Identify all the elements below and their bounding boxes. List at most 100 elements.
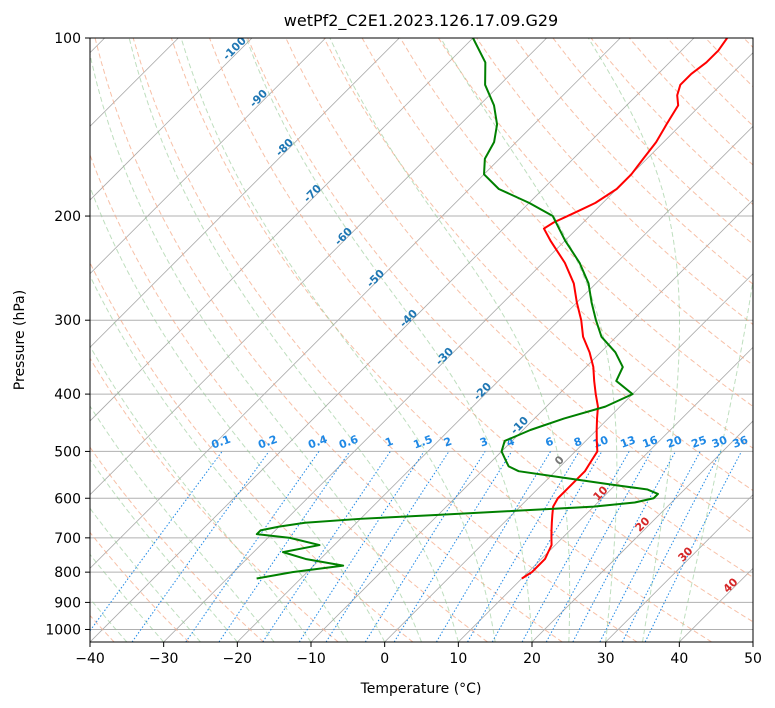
moist-adiabat-line [90,507,201,642]
moist-adiabat-line [245,38,533,642]
mixing-ratio-line [621,451,722,642]
mixing-ratio-line [218,451,351,642]
isotherm-line [679,567,753,642]
dry-adiabat-line [476,38,753,326]
mixing-ratio-label: 10 [591,433,610,451]
dry-adiabat-line [247,38,753,578]
mixing-ratio-label: 20 [665,433,684,451]
mixing-ratio-label: 1.5 [412,433,435,452]
isotherm-line [310,199,753,642]
mixing-ratio-line [545,451,652,642]
x-axis-label: Temperature (°C) [360,681,482,697]
dry-adiabat-line [94,38,563,642]
mixing-ratio-label: 0.6 [337,433,360,452]
isotherm-line [90,38,547,496]
mixing-ratio-label: 36 [731,433,750,451]
dry-adiabat-line [438,38,753,366]
mixing-ratio-label: 4 [505,435,517,450]
mixing-ratio-label: 0.4 [306,433,329,452]
dry-adiabat-line [209,38,753,623]
y-tick-label: 300 [54,313,81,329]
x-tick-label: −20 [223,651,253,667]
x-tick-label: −40 [75,651,105,667]
x-tick-label: −30 [149,651,179,667]
isotherm-label: -90 [247,87,270,110]
x-tick-label: −10 [296,651,326,667]
moist-adiabat-line [678,38,753,642]
mixing-ratio-line [364,451,486,642]
dry-adiabat-line [705,38,753,88]
isotherm-line [90,38,621,569]
dry-adiabat-line [90,357,339,642]
moist-adiabat-line [90,458,238,642]
moist-adiabat-line [90,185,386,642]
isotherm-line [752,641,753,642]
y-tick-label: 1000 [45,622,81,638]
chart-title: wetPf2_C2E1.2023.126.17.09.G29 [284,11,558,31]
x-tick-label: 30 [597,651,615,667]
dry-adiabat-line [743,38,753,49]
isotherm-line [90,38,400,348]
moist-adiabat-line [440,38,618,642]
mixing-ratio-line [298,451,425,642]
y-tick-label: 900 [54,595,81,611]
dry-adiabat-line [90,531,190,642]
moist-adiabat-line [90,51,422,642]
isotherm-label: -60 [332,225,355,248]
isotherm-label: -30 [433,345,456,368]
isotherm-line [90,38,253,201]
mixing-ratio-line [325,451,450,642]
y-tick-label: 400 [54,387,81,403]
isotherm-label: 40 [721,575,741,595]
x-tick-label: 10 [449,651,467,667]
dry-adiabat-line [323,38,753,492]
moist-adiabat-line [180,38,496,642]
isotherm-line [605,494,753,642]
isotherm-line [237,125,753,642]
x-tick-label: 40 [670,651,688,667]
isotherm-label: 20 [633,514,653,534]
dry-adiabat-line [132,38,638,642]
dry-adiabat-line [90,261,414,642]
mixing-ratio-label: 2 [442,435,454,450]
mixing-ratio-label: 3 [478,435,490,450]
isotherm-label: -50 [364,267,387,290]
moist-adiabat-line [90,274,349,642]
mixing-ratio-label: 0.2 [256,433,279,452]
isotherm-label: -20 [471,380,494,403]
y-tick-label: 700 [54,531,81,547]
dewpoint-line [255,38,659,580]
dry-adiabat-line [285,38,753,535]
mixing-ratio-label: 6 [544,435,556,450]
isotherm-label: 0 [552,453,567,468]
moist-adiabat-line [587,38,680,642]
mixing-ratio-label: 0.1 [210,433,233,452]
mixing-ratio-label: 8 [572,435,584,450]
y-tick-label: 100 [54,31,81,47]
y-tick-label: 800 [54,565,81,581]
mixing-ratio-line [572,451,676,642]
moist-adiabat-line [329,38,571,642]
mixing-ratio-line [90,451,223,632]
moist-adiabat-line [128,38,459,642]
isotherm-label: -40 [397,307,420,330]
dry-adiabat-line [399,38,753,408]
mixing-ratio-label: 16 [641,433,660,451]
isotherm-label: 10 [591,483,611,503]
y-tick-label: 200 [54,209,81,225]
mixing-ratio-label: 30 [710,433,729,451]
y-axis-label: Pressure (hPa) [12,290,28,390]
moist-adiabat-line [90,345,312,642]
dry-adiabat-line [90,153,488,642]
y-tick-label: 500 [54,444,81,460]
dry-adiabat-line [90,446,264,642]
mixing-ratio-line [262,451,391,642]
temperature-line [521,38,728,580]
isotherm-line [384,273,753,642]
moist-adiabat-line [90,405,275,642]
isotherm-label: -70 [301,182,324,205]
mixing-ratio-label: 25 [690,433,709,450]
mixing-ratio-label: 1 [383,435,395,450]
mixing-ratio-line [521,451,630,642]
